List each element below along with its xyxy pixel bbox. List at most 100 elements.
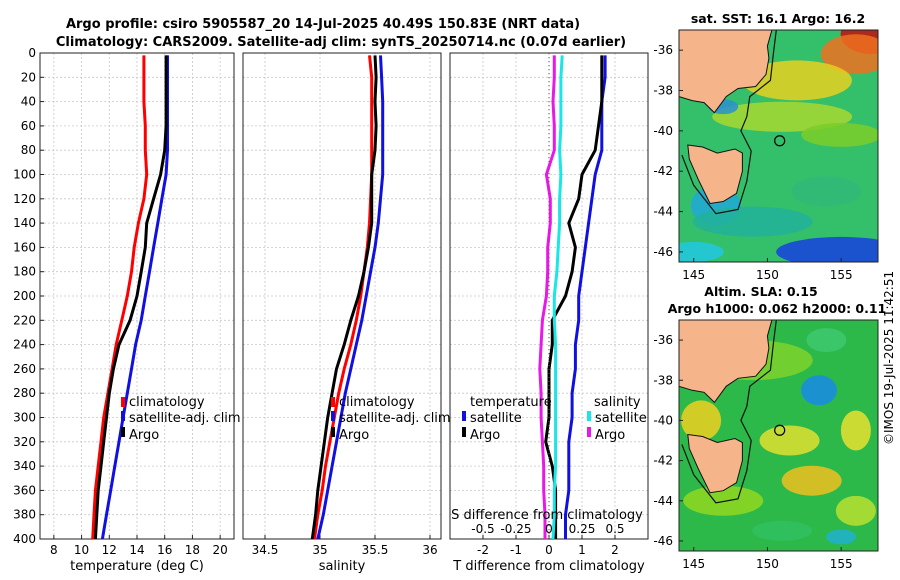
sst-map-title: sat. SST: 16.1 Argo: 16.2: [691, 11, 865, 26]
x-tick-label: 1: [578, 543, 586, 557]
land-tasmania: [687, 433, 743, 494]
y-tick-label: 120: [13, 192, 36, 206]
figure-title-line1: Argo profile: csiro 5905587_20 14-Jul-20…: [66, 17, 580, 32]
land-tasmania: [687, 144, 743, 205]
y-tick-label: 160: [13, 240, 36, 254]
legend-swatch-satellite-adj-clim: [121, 411, 125, 421]
legend-label-t-satellite: satellite: [470, 411, 522, 426]
shelf-contour: [681, 320, 777, 504]
map-y-tick-label: -42: [653, 164, 673, 178]
x-tick-label: 36: [422, 543, 437, 557]
legend-label-t-argo: Argo: [470, 428, 500, 443]
map-x-tick-label: 145: [682, 557, 705, 571]
sla-field-patch: [826, 529, 857, 545]
y-tick-label: 380: [13, 508, 36, 522]
sst-field-patch: [679, 241, 724, 262]
sla-field-patch: [683, 485, 764, 516]
legend-swatch-satellite-adj-clim: [331, 411, 335, 421]
legend-swatch-t-satellite: [462, 411, 466, 421]
shelf-contour: [681, 30, 777, 215]
y-tick-label: 180: [13, 265, 36, 279]
map-frame: [678, 29, 879, 263]
map-y-tick-label: -44: [653, 205, 673, 219]
s-diff-tick-label: 0: [545, 522, 553, 536]
difference-legend: temperature satellite Argo salinity sate…: [462, 395, 647, 443]
legend-swatch-t-argo: [462, 427, 466, 437]
legend-swatch-argo: [121, 427, 125, 437]
map-y-tick-label: -40: [653, 413, 673, 427]
y-tick-label: 0: [28, 46, 36, 60]
legend-label-s-satellite: satellite: [595, 411, 647, 426]
sla-map-title-line2: Argo h1000: 0.062 h2000: 0.11: [668, 301, 887, 316]
plot-frame: [242, 52, 442, 540]
legend-label-satellite-adj-clim: satellite-adj. clim: [129, 411, 241, 426]
temperature-legend: climatology satellite-adj. clim Argo: [121, 395, 241, 443]
legend-label-argo: Argo: [339, 428, 369, 443]
map-x-tick-label: 155: [830, 557, 853, 571]
map-y-tick-label: -46: [653, 245, 673, 259]
x-tick-label: 18: [185, 543, 200, 557]
y-tick-label: 60: [21, 119, 36, 133]
temperature-profile-chart: 0 20 40 60 80 100 120 140 160 180 200 220 240 260 280 3…: [13, 46, 235, 574]
sla-field-patch: [681, 400, 722, 441]
series-line-climatology: [91, 55, 149, 540]
sst-field-patch: [712, 101, 853, 132]
x-tick-label: 0: [545, 543, 553, 557]
y-tick-label: 320: [13, 435, 36, 449]
sla-map: -36 -38 -40 -42 -44 -46 145 150 155: [653, 319, 879, 571]
x-tick-label: 2: [611, 543, 619, 557]
y-tick-label: 200: [13, 289, 36, 303]
sla-field-patch: [752, 520, 813, 541]
s-diff-tick-label: 0.25: [569, 522, 596, 536]
map-x-tick-label: 145: [682, 268, 705, 282]
s-diff-tick-label: -0.5: [471, 522, 494, 536]
x-tick-label: 12: [102, 543, 117, 557]
x-tick-label: 8: [50, 543, 58, 557]
y-tick-label: 220: [13, 313, 36, 327]
x-axis-label: temperature (deg C): [70, 559, 204, 574]
legend-label-climatology: climatology: [129, 395, 205, 410]
y-tick-label: 300: [13, 411, 36, 425]
legend-swatch-argo: [331, 427, 335, 437]
legend-swatch-s-argo: [587, 427, 591, 437]
x-tick-label: 16: [157, 543, 172, 557]
x-tick-label: 34.5: [252, 543, 279, 557]
map-y-tick-label: -40: [653, 124, 673, 138]
sla-field-patch: [840, 410, 871, 451]
y-tick-label: 340: [13, 459, 36, 473]
difference-profile-chart: -2 -1 0 1 2 T difference from climatology S di…: [449, 52, 649, 574]
legend-swatch-s-satellite: [587, 411, 591, 421]
x-axis-label: T difference from climatology: [452, 559, 645, 574]
series-line-t-argo: [544, 55, 604, 539]
salinity-legend: climatology satellite-adj. clim Argo: [331, 395, 451, 443]
argo-position-marker: [774, 424, 786, 436]
sla-field-patch: [781, 465, 842, 496]
legend-label-satellite-adj-clim: satellite-adj. clim: [339, 411, 451, 426]
series-line-satellite-adj-clim: [316, 55, 385, 540]
series-line-s-satellite: [551, 55, 564, 540]
legend-label-climatology: climatology: [339, 395, 415, 410]
y-tick-label: 100: [13, 168, 36, 182]
sst-field-patch: [741, 60, 852, 101]
x-tick-label: 14: [129, 543, 144, 557]
map-y-tick-label: -44: [653, 494, 673, 508]
map-y-tick-label: -38: [653, 373, 673, 387]
x-tick-label: 35: [312, 543, 327, 557]
y-tick-label: 80: [21, 143, 36, 157]
legend-swatch-climatology: [121, 397, 125, 407]
sla-map-title-line1: Altim. SLA: 0.15: [704, 284, 817, 299]
map-x-tick-label: 150: [756, 557, 779, 571]
x-tick-label: 35.5: [362, 543, 389, 557]
series-line-argo: [93, 55, 168, 540]
map-frame: [678, 319, 879, 552]
s-diff-tick-label: -0.25: [500, 522, 531, 536]
legend-title-temperature: temperature: [470, 395, 552, 410]
x-tick-label: 10: [74, 543, 89, 557]
y-tick-label: 140: [13, 216, 36, 230]
y-tick-label: 360: [13, 483, 36, 497]
salinity-profile-chart: 34.5 35 35.5 36 salinity: [242, 52, 442, 574]
map-x-tick-label: 155: [830, 268, 853, 282]
legend-title-salinity: salinity: [594, 395, 641, 410]
sla-field-patch: [759, 425, 820, 456]
